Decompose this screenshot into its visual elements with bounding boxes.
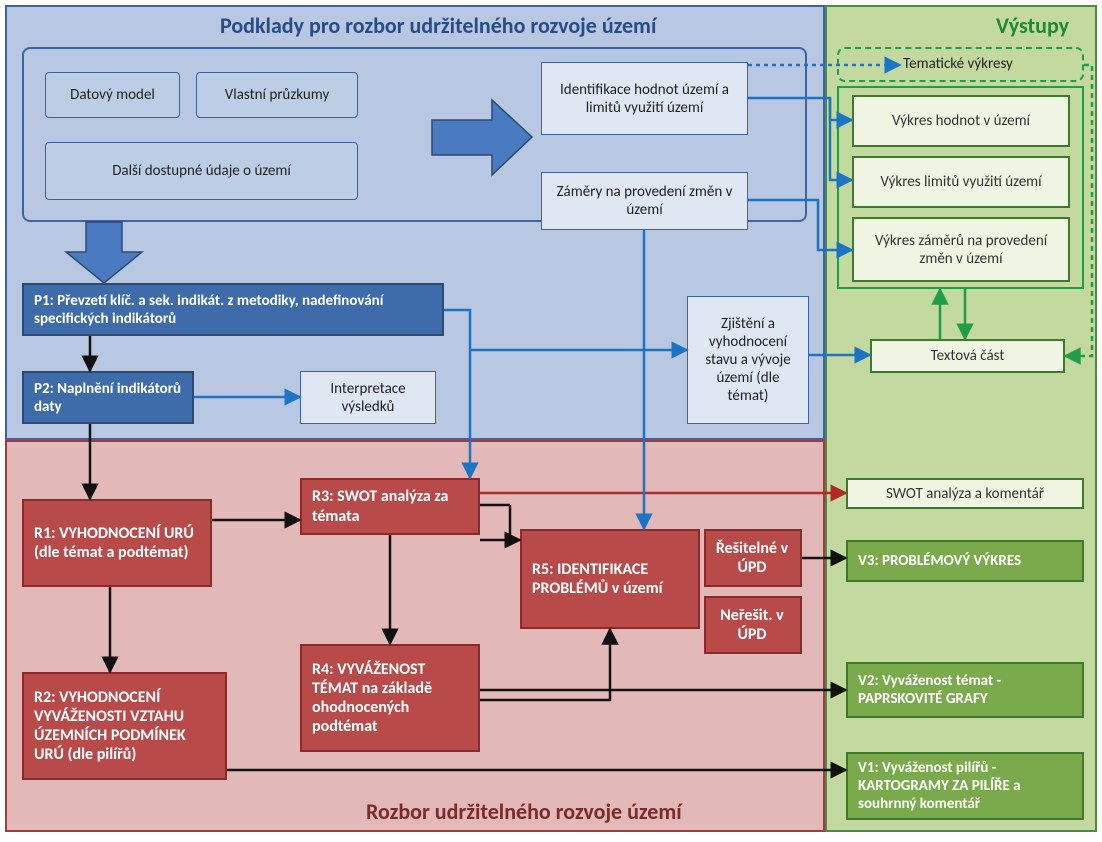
red-title: Rozbor udržitelného rozvoje území bbox=[366, 798, 682, 825]
box-dalsi-udaje: Další dostupné údaje o území bbox=[45, 142, 358, 200]
box-r5a: Řešitelné v ÚPD bbox=[704, 529, 802, 587]
box-r4: R4: VYVÁŽENOST TÉMAT na základě ohodnoce… bbox=[300, 644, 480, 752]
box-vykres-hodnot: Výkres hodnot v území bbox=[852, 95, 1070, 147]
blue-title: Podklady pro rozbor udržitelného rozvoje… bbox=[220, 12, 656, 39]
box-r5b: Neřešit. v ÚPD bbox=[704, 596, 802, 654]
box-textova: Textová část bbox=[870, 339, 1065, 373]
box-identifikace: Identifikace hodnot území a limitů využi… bbox=[541, 62, 748, 135]
green-title: Výstupy bbox=[996, 12, 1069, 39]
box-v3: V3: PROBLÉMOVÝ VÝKRES bbox=[846, 540, 1084, 582]
box-v1: V1: Vyváženost pilířů - KARTOGRAMY ZA PI… bbox=[846, 752, 1084, 820]
box-zamery: Záměry na provedení změn v území bbox=[541, 172, 748, 230]
box-datovy-model: Datový model bbox=[45, 72, 180, 118]
box-v2: V2: Vyváženost témat - PAPRSKOVITÉ GRAFY bbox=[846, 662, 1084, 718]
box-swot-output: SWOT analýza a komentář bbox=[846, 478, 1084, 509]
box-vlastni-pruzkumy: Vlastní průzkumy bbox=[196, 72, 358, 118]
box-tematicke: Tematické výkresy bbox=[852, 50, 1064, 78]
box-r1: R1: VYHODNOCENÍ URÚ (dle témat a podtéma… bbox=[22, 499, 212, 587]
box-p2: P2: Naplnění indikátorů daty bbox=[22, 371, 194, 424]
box-zjisteni: Zjištění a vyhodnocení stavu a vývoje úz… bbox=[687, 296, 809, 424]
box-r5: R5: IDENTIFIKACE PROBLÉMŮ v území bbox=[520, 529, 700, 629]
box-r3: R3: SWOT analýza za témata bbox=[300, 478, 480, 535]
box-vykres-zameru: Výkres záměrů na provedení změn v území bbox=[852, 217, 1070, 282]
box-r2: R2: VYHODNOCENÍ VYVÁŽENOSTI VZTAHU ÚZEMN… bbox=[22, 672, 227, 780]
box-vykres-limitu: Výkres limitů využití území bbox=[852, 156, 1070, 208]
box-p1: P1: Převzetí klíč. a sek. indikát. z met… bbox=[22, 283, 444, 336]
box-interpretace: Interpretace výsledků bbox=[300, 371, 436, 424]
